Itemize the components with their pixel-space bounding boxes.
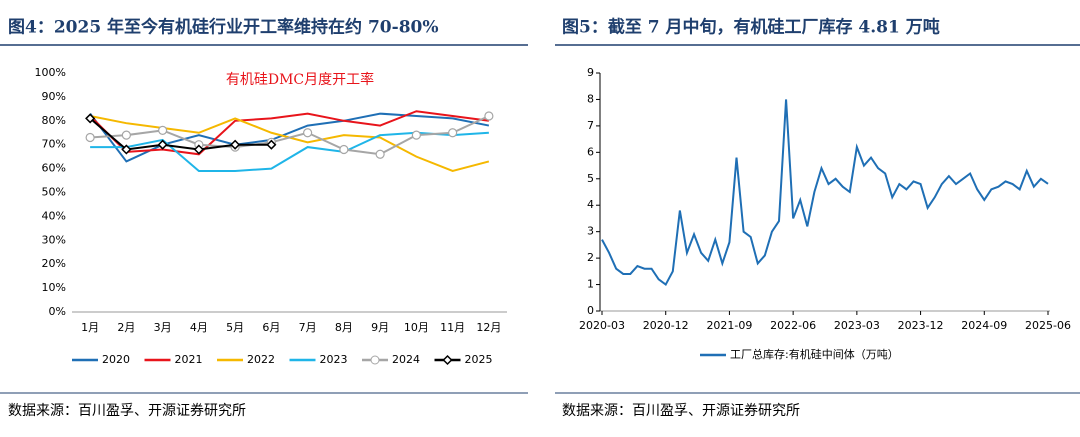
y-tick-label: 60% [42, 162, 66, 175]
legend-label: 2022 [247, 353, 275, 366]
marker [484, 111, 494, 121]
series-line [89, 115, 490, 173]
y-tick-label: 0 [587, 304, 594, 317]
legend-marker [442, 354, 453, 366]
legend-label: 2024 [392, 353, 420, 366]
chart-title: 图5：截至 7 月中旬，有机硅工厂库存 4.81 万吨 [562, 17, 940, 38]
y-tick-label: 40% [42, 209, 66, 222]
marker [339, 144, 349, 155]
annotation: 有机硅DMC月度开工率 [226, 71, 374, 88]
marker [157, 139, 168, 150]
x-tick-label: 2022-06 [770, 319, 816, 332]
x-tick-label: 2023-12 [898, 319, 944, 332]
series-line [90, 131, 489, 172]
x-tick-label: 2025-06 [1025, 319, 1071, 332]
marker [158, 125, 168, 135]
y-tick-label: 1 [587, 278, 594, 291]
legend-label: 2020 [102, 353, 130, 366]
y-tick-label: 80% [42, 114, 66, 127]
x-tick-label: 2024-09 [961, 319, 1007, 332]
y-tick-label: 5 [587, 172, 594, 185]
chart-title: 图4：2025 年至今有机硅行业开工率维持在约 70-80% [8, 17, 439, 38]
x-tick-label: 2020-12 [643, 319, 689, 332]
series-line [89, 117, 272, 151]
y-tick-label: 4 [587, 198, 594, 211]
x-tick-label: 10月 [404, 321, 429, 334]
y-tick-label: 6 [587, 145, 594, 158]
x-tick-label: 5月 [226, 321, 244, 334]
marker [85, 113, 96, 124]
y-tick-label: 20% [42, 257, 66, 270]
x-tick-label: 2月 [117, 321, 135, 334]
x-tick-label: 9月 [371, 321, 389, 334]
series-line [90, 115, 490, 156]
x-tick-label: 2020-03 [579, 319, 625, 332]
y-tick-label: 3 [587, 225, 594, 238]
y-tick-label: 30% [42, 233, 66, 246]
source: 数据来源：百川盈孚、开源证券研究所 [8, 403, 246, 419]
x-tick-label: 6月 [262, 321, 280, 334]
y-tick-label: 50% [42, 186, 66, 199]
series-line [601, 99, 1049, 287]
legend-marker [370, 355, 380, 365]
marker [448, 128, 458, 138]
x-tick-label: 2021-09 [706, 319, 752, 332]
marker [121, 144, 132, 155]
series-line [89, 112, 490, 163]
marker [85, 132, 95, 143]
legend-label: 2025 [465, 353, 493, 366]
x-tick-label: 3月 [154, 321, 172, 334]
x-tick-label: 4月 [190, 321, 208, 334]
legend-label: 工厂总库存:有机硅中间体（万吨） [730, 347, 899, 361]
x-tick-label: 8月 [335, 321, 353, 334]
y-tick-label: 0% [49, 305, 66, 318]
x-tick-label: 7月 [299, 321, 317, 334]
y-tick-label: 70% [42, 138, 66, 151]
source: 数据来源：百川盈孚、开源证券研究所 [562, 403, 800, 419]
marker [266, 139, 277, 150]
x-tick-label: 11月 [440, 321, 465, 334]
y-tick-label: 90% [42, 90, 66, 103]
legend-label: 2023 [320, 353, 348, 366]
marker [411, 130, 421, 140]
marker [303, 128, 313, 138]
y-tick-label: 10% [42, 281, 66, 294]
y-tick-label: 9 [587, 66, 594, 79]
x-tick-label: 1月 [81, 321, 99, 334]
legend-label: 2021 [175, 353, 203, 366]
series-line [89, 110, 490, 156]
marker [193, 144, 204, 155]
y-tick-label: 7 [587, 119, 594, 132]
x-tick-label: 12月 [476, 321, 501, 334]
marker [121, 130, 131, 140]
x-tick-label: 2023-03 [834, 319, 880, 332]
y-tick-label: 100% [35, 66, 66, 79]
y-tick-label: 2 [587, 251, 594, 264]
marker [375, 149, 385, 159]
y-tick-label: 8 [587, 92, 594, 105]
marker [230, 139, 241, 150]
